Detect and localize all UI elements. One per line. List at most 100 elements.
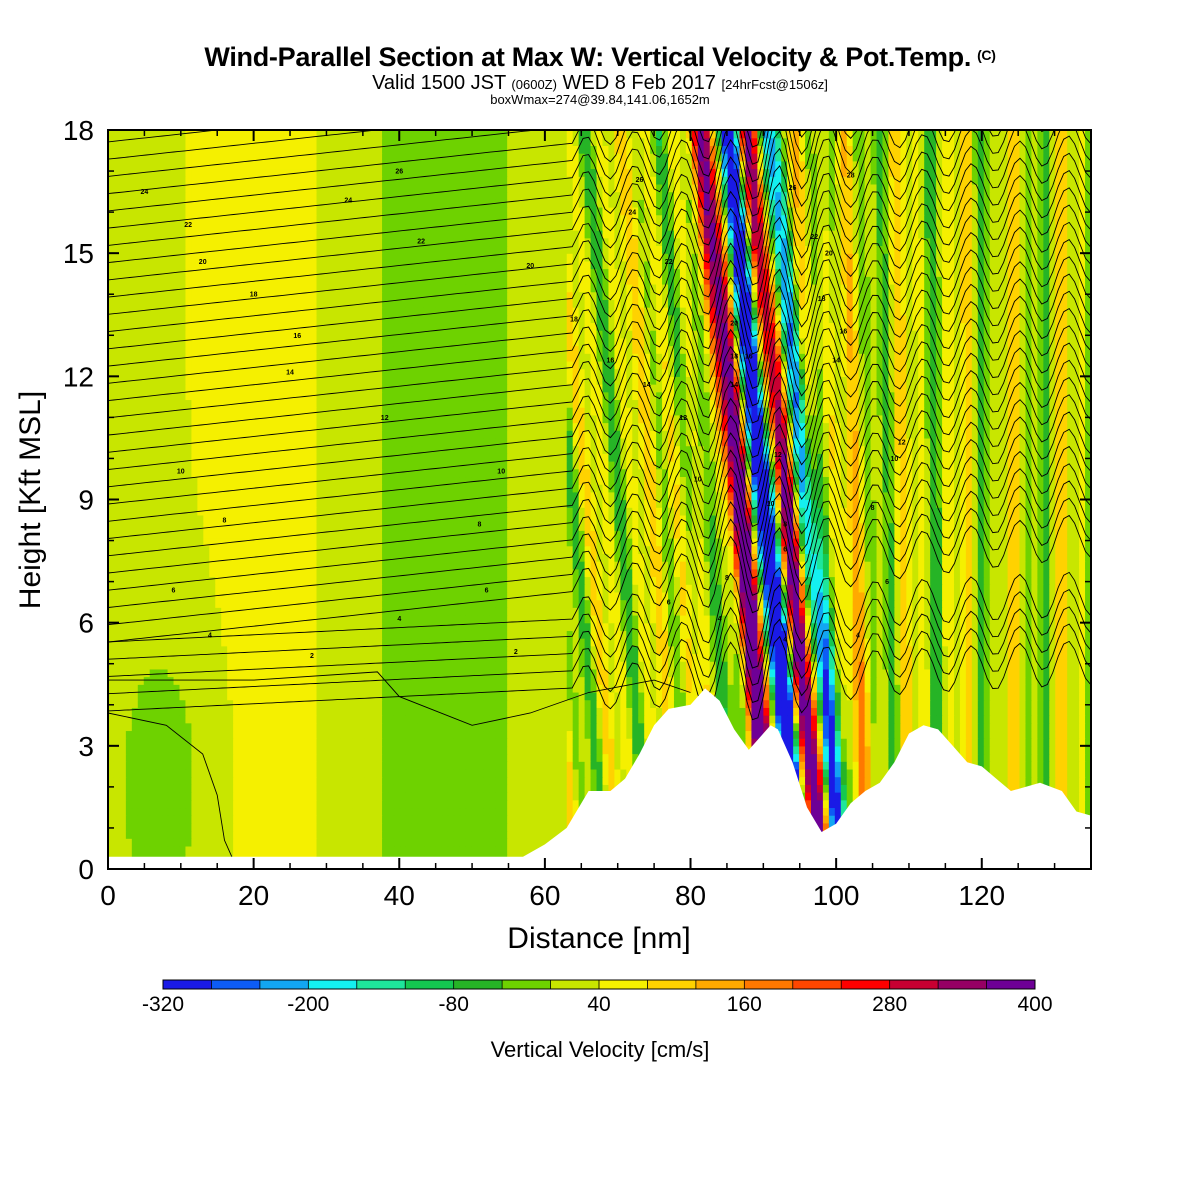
- theta-contour-label: 4: [718, 616, 722, 623]
- chart-title: Wind-Parallel Section at Max W: Vertical…: [204, 42, 996, 72]
- theta-contour-label: 8: [725, 575, 729, 582]
- theta-contour-label: 14: [643, 382, 651, 389]
- forecast-info: [24hrFcst@1506z]: [721, 77, 828, 92]
- y-tick-label: 3: [78, 731, 94, 762]
- colorbar-tick-label: 400: [1017, 993, 1052, 1016]
- y-tick-label: 15: [63, 238, 94, 269]
- colorbar-swatch: [502, 980, 551, 989]
- theta-contour-label: 4: [208, 633, 212, 640]
- theta-contour-label: 28: [847, 173, 855, 180]
- colorbar-swatch: [259, 980, 309, 989]
- theta-contour-label: 22: [417, 238, 425, 245]
- theta-contour-label: 8: [871, 505, 875, 512]
- x-tick-label: 100: [813, 880, 860, 911]
- theta-contour-label: 16: [293, 333, 301, 340]
- theta-contour-label: 14: [730, 382, 738, 389]
- colorbar-swatch: [889, 980, 939, 989]
- theta-contour-label: 16: [745, 353, 753, 360]
- theta-contour-label: 12: [774, 452, 782, 459]
- colorbar-tick-label: 280: [872, 993, 907, 1016]
- theta-contour-label: 24: [141, 189, 149, 196]
- theta-contour-label: 14: [286, 370, 294, 377]
- theta-contour-label: 24: [628, 210, 636, 217]
- colorbar: -320 -200 -80 40 160 280 400: [142, 979, 1053, 1016]
- colorbar-swatch: [163, 980, 212, 989]
- colorbar-swatch: [841, 980, 891, 989]
- colorbar-swatch: [405, 980, 455, 989]
- theta-contour-label: 8: [477, 522, 481, 529]
- x-tick-label: 60: [529, 880, 560, 911]
- theta-contour-label: 10: [694, 477, 702, 484]
- theta-contour-label: 6: [485, 587, 489, 594]
- theta-contour-label: 20: [825, 251, 833, 258]
- theta-contour-label: 20: [199, 259, 207, 266]
- colorbar-tick-label: 160: [727, 993, 762, 1016]
- theta-contour-label: 14: [832, 357, 840, 364]
- theta-contour-label: 2: [310, 653, 314, 660]
- colorbar-swatch: [986, 980, 1036, 989]
- chart-box-info: boxWmax=274@39.84,141.06,1652m: [490, 92, 710, 107]
- y-tick-label: 9: [78, 485, 94, 516]
- colorbar-swatch: [599, 980, 648, 989]
- colorbar-swatch: [647, 980, 697, 989]
- x-tick-label: 40: [384, 880, 415, 911]
- theta-contour-label: 26: [395, 169, 403, 176]
- theta-contour-labels: 2422201816141210864226242220181086422624…: [141, 169, 906, 660]
- colorbar-swatch: [938, 980, 987, 989]
- colorbar-swatch: [792, 980, 842, 989]
- theta-contour-label: 8: [783, 522, 787, 529]
- colorbar-swatch: [308, 980, 358, 989]
- y-tick-label: 0: [78, 854, 94, 885]
- theta-contour-label: 4: [397, 616, 401, 623]
- y-tick-label: 18: [63, 115, 94, 146]
- x-tick-label: 0: [100, 880, 116, 911]
- y-tick-label: 6: [78, 608, 94, 639]
- theta-contour-label: 18: [250, 292, 258, 299]
- theta-contour-label: 6: [783, 546, 787, 553]
- theta-contours: [108, 130, 1091, 857]
- theta-contour-label: 6: [172, 587, 176, 594]
- theta-contour-label: 10: [177, 468, 185, 475]
- y-tick-label: 12: [63, 361, 94, 392]
- x-tick-label: 80: [675, 880, 706, 911]
- axes: 0 20 40 60 80 100 120 0 3 6 9 12 15 18: [63, 115, 1092, 911]
- theta-contour-label: 22: [810, 234, 818, 241]
- x-tick-label: 120: [958, 880, 1005, 911]
- theta-contour-label: 16: [840, 329, 848, 336]
- theta-contour-label: 6: [667, 600, 671, 607]
- theta-contour-label: 8: [223, 518, 227, 525]
- theta-contour-label: 6: [885, 579, 889, 586]
- colorbar-tick-label: -200: [287, 993, 329, 1016]
- theta-contour-label: 10: [891, 456, 899, 463]
- colorbar-title: Vertical Velocity [cm/s]: [491, 1037, 710, 1062]
- colorbar-swatch: [211, 980, 261, 989]
- theta-contour-label: 18: [570, 316, 578, 323]
- colorbar-swatch: [695, 980, 745, 989]
- theta-contour-label: 12: [679, 415, 687, 422]
- colorbar-swatch: [356, 980, 406, 989]
- colorbar-tick-label: -80: [439, 993, 469, 1016]
- copyright-mark: (C): [977, 47, 996, 63]
- theta-contour-label: 10: [767, 501, 775, 508]
- theta-contour-label: 4: [856, 633, 860, 640]
- colorbar-swatch: [744, 980, 794, 989]
- theta-contour-label: 12: [381, 415, 389, 422]
- theta-contour-label: 18: [818, 296, 826, 303]
- theta-contour-label: 22: [184, 222, 192, 229]
- x-tick-label: 20: [238, 880, 269, 911]
- theta-contour-label: 26: [789, 185, 797, 192]
- y-axis-title: Height [Kft MSL]: [14, 391, 47, 609]
- utc-time: (0600Z): [511, 77, 557, 92]
- theta-contour-label: 18: [730, 353, 738, 360]
- colorbar-swatch: [453, 980, 503, 989]
- theta-contour-label: 10: [497, 468, 505, 475]
- theta-contour-label: 16: [607, 357, 615, 364]
- terrain-mask: [108, 688, 1091, 869]
- x-axis-title: Distance [nm]: [507, 922, 690, 955]
- theta-contour-label: 2: [514, 649, 518, 656]
- theta-contour-label: 26: [636, 177, 644, 184]
- theta-contour-label: 20: [526, 263, 534, 270]
- theta-contour-label: 24: [344, 197, 352, 204]
- theta-contour-label: 20: [730, 321, 738, 328]
